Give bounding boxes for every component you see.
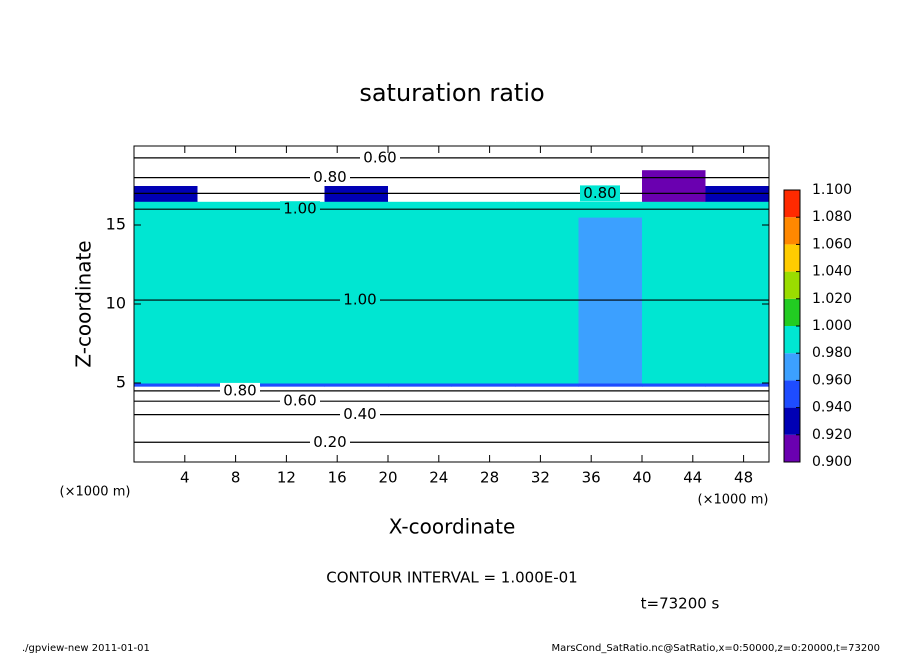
- contour-label: 0.40: [343, 405, 376, 423]
- contour-label: 0.20: [313, 433, 346, 451]
- contour-label: 0.60: [283, 392, 316, 410]
- heatmap-cell: [388, 383, 452, 387]
- x-tick-label: 24: [429, 469, 448, 487]
- heatmap-cell: [705, 383, 770, 387]
- y-axis-label: Z-coordinate: [72, 240, 96, 367]
- contour-label-bg: [360, 149, 400, 166]
- time-label: t=73200 s: [641, 595, 720, 613]
- colorbar-band: [784, 217, 800, 245]
- colorbar-tick-label: 1.020: [812, 291, 852, 307]
- contour-label-bg: [310, 169, 350, 186]
- heatmap-cell: [578, 383, 643, 387]
- x-tick-label: 32: [531, 469, 550, 487]
- colorbar-band: [784, 244, 800, 272]
- x-tick-label: 44: [683, 469, 702, 487]
- contour-label: 0.60: [363, 148, 396, 166]
- x-tick-label: 36: [582, 469, 601, 487]
- y-tick-label: 15: [106, 215, 126, 234]
- contour-label-bg: [280, 393, 320, 410]
- heatmap-cell: [134, 383, 198, 387]
- x-tick-label: 40: [632, 469, 651, 487]
- heatmap-cell: [642, 383, 706, 387]
- chart-title: saturation ratio: [359, 79, 544, 107]
- contour-label: 1.00: [283, 200, 316, 218]
- x-unit-label: (×1000 m): [60, 485, 131, 500]
- colorbar-band: [784, 353, 800, 381]
- colorbar-tick-label: 0.920: [812, 427, 852, 443]
- contour-label-bg: [220, 382, 260, 399]
- colorbar-band: [784, 380, 800, 408]
- x-tick-label: 48: [734, 469, 753, 487]
- x-tick-label: 4: [180, 469, 190, 487]
- contour-label-bg: [340, 292, 380, 309]
- colorbar-tick-label: 1.100: [812, 182, 852, 198]
- colorbar-tick-label: 1.080: [812, 209, 852, 225]
- contour-label: 0.80: [223, 381, 256, 399]
- x-tick-label: 16: [328, 469, 347, 487]
- heatmap-cell: [451, 383, 516, 387]
- heatmap-cell: [515, 383, 579, 387]
- x-unit-label: (×1000 m): [698, 493, 769, 508]
- x-tick-label: 28: [480, 469, 499, 487]
- colorbar-band: [784, 190, 800, 218]
- contour-label-bg: [310, 434, 350, 451]
- contour-label: 0.80: [583, 184, 616, 202]
- heatmap-cell: [261, 383, 325, 387]
- colorbar-tick-label: 1.040: [812, 264, 852, 280]
- colorbar-tick-label: 0.900: [812, 454, 852, 470]
- y-tick-label: 10: [106, 294, 126, 313]
- colorbar-band: [784, 326, 800, 354]
- colorbar-tick-label: 0.940: [812, 400, 852, 416]
- footer-left: ./gpview-new 2011-01-01: [22, 643, 150, 654]
- x-tick-label: 20: [378, 469, 397, 487]
- x-tick-label: 12: [277, 469, 296, 487]
- colorbar-tick-label: 1.000: [812, 318, 852, 334]
- colorbar-band: [784, 298, 800, 326]
- y-tick-label: 5: [116, 373, 126, 392]
- colorbar-band: [784, 407, 800, 435]
- contour-interval: CONTOUR INTERVAL = 1.000E-01: [326, 569, 577, 587]
- colorbar-tick-label: 0.960: [812, 372, 852, 388]
- contour-label: 1.00: [343, 291, 376, 309]
- footer-right: MarsCond_SatRatio.nc@SatRatio,x=0:50000,…: [551, 643, 880, 654]
- colorbar-tick-label: 0.980: [812, 345, 852, 361]
- contour-label-bg: [580, 185, 620, 202]
- heatmap-cell: [324, 383, 389, 387]
- contour-label-bg: [280, 201, 320, 218]
- x-tick-label: 8: [231, 469, 241, 487]
- colorbar-tick-label: 1.060: [812, 236, 852, 252]
- contour-label: 0.80: [313, 168, 346, 186]
- x-axis-label: X-coordinate: [389, 515, 516, 539]
- contour-label-bg: [340, 406, 380, 423]
- colorbar-band: [784, 434, 800, 462]
- colorbar-band: [784, 271, 800, 299]
